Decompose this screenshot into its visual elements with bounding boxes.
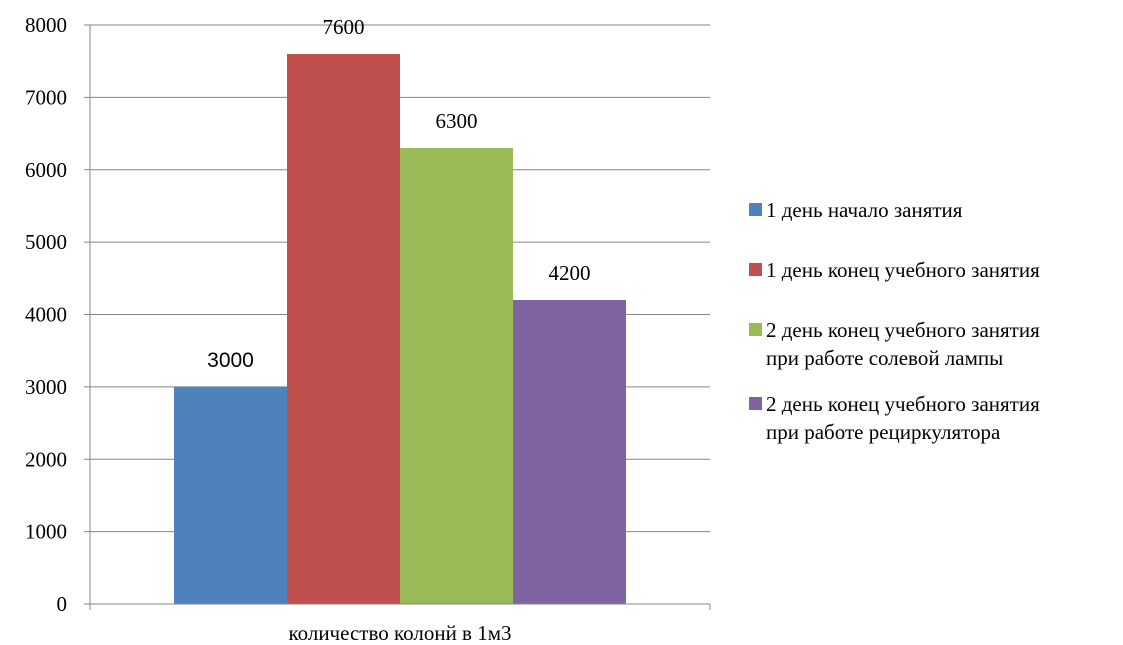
- legend: 1 день начало занятия 1 день конец учебн…: [746, 196, 1123, 464]
- data-label: 7600: [323, 15, 365, 39]
- data-label: 3000: [207, 349, 254, 372]
- legend-swatch: [749, 397, 762, 410]
- bar: [513, 300, 626, 604]
- bar: [400, 148, 513, 604]
- legend-item: 1 день начало занятия: [746, 196, 1123, 256]
- legend-swatch: [749, 323, 762, 336]
- legend-swatch: [749, 203, 762, 216]
- data-label: 4200: [549, 261, 591, 285]
- legend-swatch: [749, 263, 762, 276]
- legend-item: 2 день конец учебного занятия при работе…: [746, 316, 1123, 390]
- y-tick-label: 4000: [25, 303, 67, 327]
- y-tick-label: 7000: [25, 85, 67, 109]
- x-axis: количество колонй в 1м3: [89, 603, 711, 645]
- y-tick-label: 5000: [25, 230, 67, 254]
- legend-label: 1 день начало занятия: [766, 198, 963, 222]
- legend-label: 2 день конец учебного занятия при работе…: [766, 392, 1040, 444]
- y-tick-label: 6000: [25, 158, 67, 182]
- x-category-label: количество колонй в 1м3: [288, 621, 511, 645]
- legend-label: 1 день конец учебного занятия: [766, 258, 1040, 282]
- y-tick-label: 0: [57, 592, 68, 616]
- legend-label: 2 день конец учебного занятия при работе…: [766, 318, 1040, 370]
- y-axis: 0 1000 2000 3000 4000 5000 6000 7000 8000: [25, 13, 91, 616]
- bar: [287, 53, 400, 604]
- bar: [174, 386, 287, 604]
- data-label: 6300: [436, 109, 478, 133]
- y-tick-label: 2000: [25, 447, 67, 471]
- y-tick-label: 3000: [25, 375, 67, 399]
- legend-item: 2 день конец учебного занятия при работе…: [746, 390, 1123, 464]
- y-tick-label: 1000: [25, 520, 67, 544]
- legend-item: 1 день конец учебного занятия: [746, 256, 1123, 316]
- data-labels: 3000 7600 6300 4200: [207, 15, 590, 372]
- bars: [174, 53, 626, 604]
- y-tick-label: 8000: [25, 13, 67, 37]
